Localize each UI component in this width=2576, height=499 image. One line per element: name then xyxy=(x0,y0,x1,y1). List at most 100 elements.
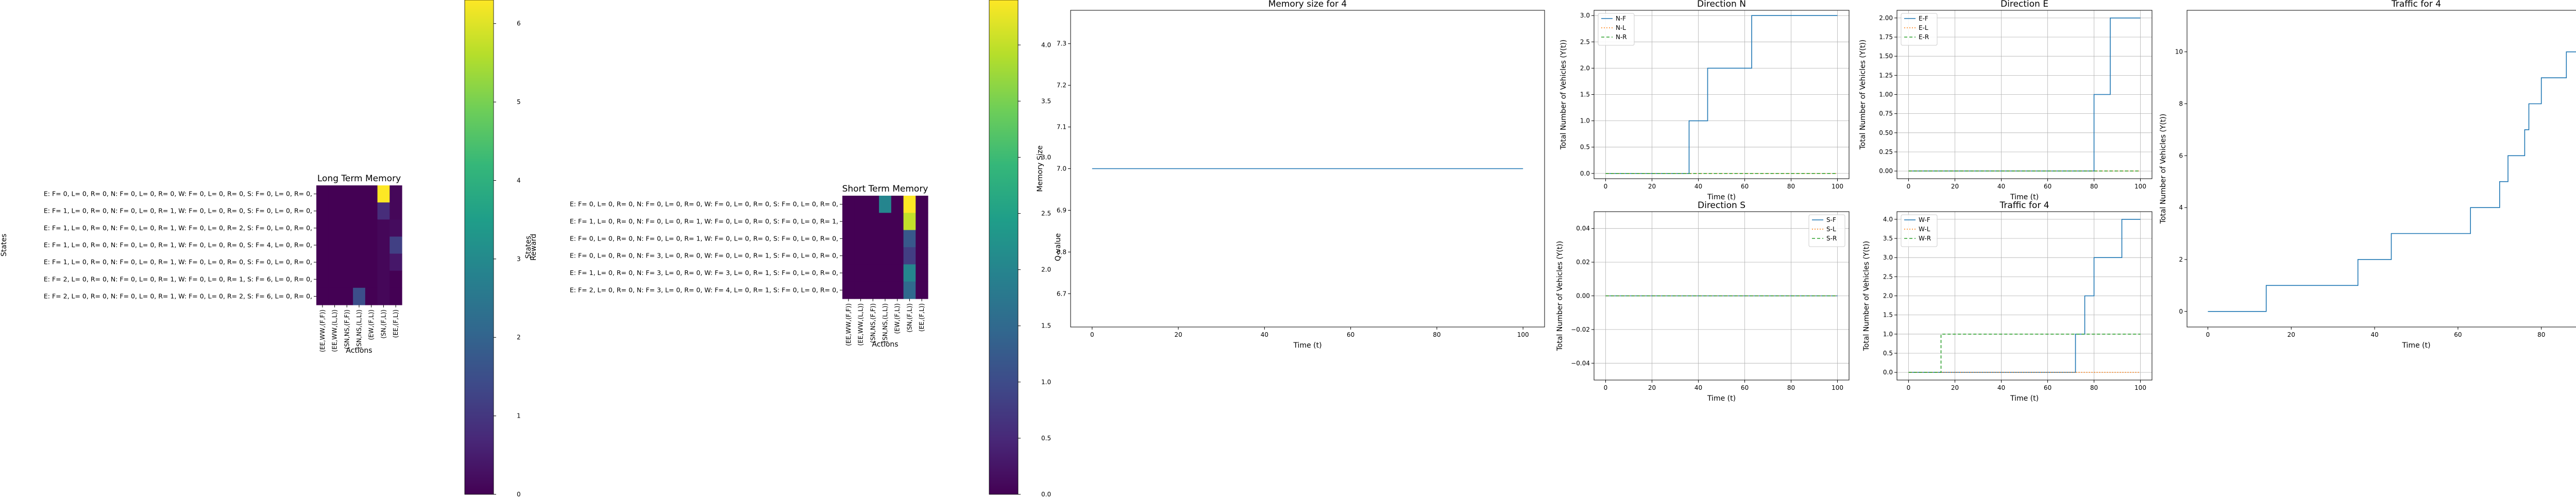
y-tick-label: 1.0 xyxy=(1883,331,1893,338)
heatmap-cell xyxy=(377,202,390,220)
y-tick-label: 6.8 xyxy=(1057,248,1066,255)
heatmap-cell xyxy=(879,230,892,248)
heatmap-cell xyxy=(353,236,366,254)
x-tick-label: 0 xyxy=(1604,183,1608,190)
heatmap-cell xyxy=(903,213,916,231)
y-axis-label: Total Number of Vehicles (Y(t)) xyxy=(1556,241,1564,351)
heatmap-cell xyxy=(389,219,402,237)
x-tick-label: 80 xyxy=(1787,183,1795,190)
colorbar-tick-label: 5 xyxy=(517,98,521,106)
legend-label: W-L xyxy=(1919,226,1930,233)
y-tick-label: 8 xyxy=(2179,100,2183,107)
x-tick-label: 0 xyxy=(1090,331,1094,338)
legend-label: N-L xyxy=(1616,24,1626,31)
colorbar-tick-label: 1.0 xyxy=(1041,378,1051,386)
y-tick-label: 7.2 xyxy=(1057,82,1066,89)
x-tick-label: 40 xyxy=(1261,331,1268,338)
heatmap-cell xyxy=(328,185,342,203)
state-label: E: F= 0, L= 0, R= 0, N: F= 3, L= 0, R= 0… xyxy=(570,252,838,260)
heatmap-cell xyxy=(341,202,353,220)
heatmap-cell xyxy=(879,213,892,231)
heatmap-cell xyxy=(365,287,378,305)
heatmap-cell xyxy=(328,253,342,271)
heatmap-cell xyxy=(867,247,879,265)
x-tick-label: 40 xyxy=(2370,331,2378,338)
series-line-W-R xyxy=(1908,333,2141,373)
heatmap-cell xyxy=(341,270,353,288)
heatmap-cell xyxy=(916,247,928,265)
heatmap-cell xyxy=(328,219,342,237)
y-tick-label: 0.00 xyxy=(1576,292,1590,300)
chart-title: Direction N xyxy=(1697,0,1746,9)
state-label: E: F= 2, L= 0, R= 0, N: F= 0, L= 0, R= 1… xyxy=(44,292,312,300)
heatmap-cell xyxy=(842,247,855,265)
heatmap-cell xyxy=(891,230,904,248)
heatmap-cell xyxy=(353,253,366,271)
chart-title: Direction E xyxy=(2001,0,2048,9)
heatmap-cell xyxy=(891,247,904,265)
colorbar xyxy=(989,0,1019,495)
x-tick-label: 80 xyxy=(1433,331,1440,338)
y-tick-label: 1.50 xyxy=(1879,53,1893,60)
heatmap-title: Short Term Memory xyxy=(842,184,928,194)
heatmap-cell xyxy=(365,270,378,288)
heatmap-cell xyxy=(365,185,378,203)
plot-frame xyxy=(1896,211,2153,381)
y-axis-label: Total Number of Vehicles (Y(t)) xyxy=(1560,40,1568,150)
y-tick-label: 0.5 xyxy=(1883,350,1893,357)
y-tick-label: −0.04 xyxy=(1571,359,1590,367)
state-label: E: F= 2, L= 0, R= 0, N: F= 0, L= 0, R= 1… xyxy=(44,275,312,283)
y-tick-label: 7.3 xyxy=(1057,40,1066,47)
legend-label: S-L xyxy=(1826,226,1836,233)
plot-frame xyxy=(1594,211,1850,381)
y-tick-label: 0.25 xyxy=(1879,148,1893,156)
action-label: (EE,WW,(L,L)) xyxy=(857,303,865,346)
legend-label: W-R xyxy=(1919,235,1931,242)
action-label: (SN,NS,(F,F)) xyxy=(869,303,876,343)
y-tick-label: 1.0 xyxy=(1580,117,1590,125)
heatmap-cell xyxy=(365,202,378,220)
x-tick-label: 0 xyxy=(1907,384,1911,391)
x-tick-label: 0 xyxy=(2206,331,2210,338)
y-tick-label: 2.5 xyxy=(1580,38,1590,45)
y-tick-label: 6 xyxy=(2179,152,2183,159)
heatmap-cell xyxy=(316,236,329,254)
heatmap-cell xyxy=(316,287,329,305)
heatmap-cell xyxy=(842,196,855,213)
y-tick-label: 0.5 xyxy=(1580,144,1590,151)
heatmap-cell xyxy=(316,270,329,288)
heatmap-cell xyxy=(916,196,928,213)
action-label: (EE,WW,(F,F)) xyxy=(319,309,326,352)
y-tick-label: 3.0 xyxy=(1580,12,1590,19)
colorbar-tick-label: 4 xyxy=(517,177,521,184)
series-line-series-0 xyxy=(2208,51,2576,312)
heatmap-cell xyxy=(891,264,904,282)
action-label: (SN,NS,(L,L)) xyxy=(882,303,889,343)
heatmap-cell xyxy=(328,287,342,305)
x-tick-label: 20 xyxy=(1951,384,1959,391)
heatmap-title: Long Term Memory xyxy=(317,174,401,184)
state-label: E: F= 1, L= 0, R= 0, N: F= 0, L= 0, R= 1… xyxy=(570,217,838,225)
y-tick-label: 1.5 xyxy=(1883,312,1893,319)
state-label: E: F= 1, L= 0, R= 0, N: F= 0, L= 0, R= 1… xyxy=(44,207,312,215)
colorbar-tick-label: 1 xyxy=(517,412,521,420)
y-tick-label: 1.25 xyxy=(1879,72,1893,79)
x-axis-label: Actions xyxy=(346,347,372,355)
heatmap-cell xyxy=(854,213,868,231)
state-label: E: F= 0, L= 0, R= 0, N: F= 0, L= 0, R= 1… xyxy=(570,234,838,242)
y-tick-label: 2.5 xyxy=(1883,273,1893,280)
y-tick-label: 3.5 xyxy=(1883,235,1893,242)
heatmap-cell xyxy=(328,236,342,254)
y-tick-label: 2 xyxy=(2179,256,2183,263)
heatmap-cell xyxy=(879,247,892,265)
x-axis-label: Time (t) xyxy=(1707,193,1736,201)
x-tick-label: 60 xyxy=(2454,331,2462,338)
y-tick-label: 2.0 xyxy=(1883,292,1893,300)
colorbar-tick-label: 2.0 xyxy=(1041,266,1051,273)
y-axis-label: Total Number of Vehicles (Y(t)) xyxy=(1862,241,1871,351)
heatmap-cell xyxy=(854,196,868,213)
legend-label: S-R xyxy=(1826,235,1837,242)
y-axis-label: Memory Size xyxy=(1036,145,1044,192)
heatmap-cell xyxy=(867,281,879,299)
action-label: (EE,WW,(F,F)) xyxy=(845,303,852,346)
